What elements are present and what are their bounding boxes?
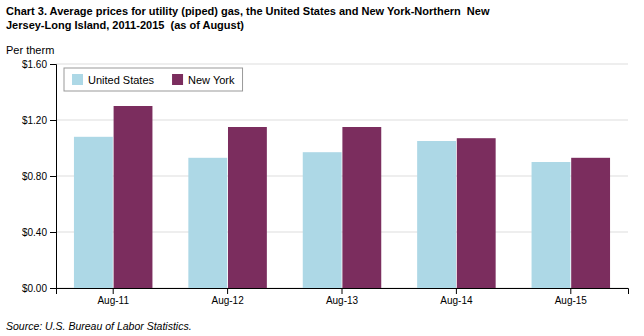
tick-label: Aug-12 (211, 295, 244, 306)
bar (532, 162, 571, 288)
bar (303, 152, 342, 288)
legend-box (64, 68, 243, 91)
tick: $0.00 (22, 283, 56, 294)
tick-label: Aug-15 (555, 295, 588, 306)
y-axis: $0.00 $0.40 $0.80 $1.20 $1.60 (22, 59, 57, 294)
legend-item: United States (72, 74, 155, 86)
tick: $1.60 (22, 59, 56, 70)
tick-label: Aug-14 (440, 295, 473, 306)
tick-mark (227, 288, 228, 294)
tick-label: $0.80 (22, 171, 47, 182)
tick-mark (50, 64, 56, 65)
axis-line (57, 289, 629, 295)
tick-label: $1.60 (22, 59, 47, 70)
axis-line (50, 65, 57, 289)
x-axis: Aug-11 Aug-12 Aug-13 Aug-14 Aug-15 (57, 288, 629, 306)
tick-mark (113, 288, 114, 294)
title: Chart 3. Average prices for utility (pip… (6, 5, 490, 31)
bar (342, 127, 381, 288)
tick-label: Aug-11 (97, 295, 129, 306)
tick: $1.20 (22, 115, 56, 126)
bar (571, 158, 610, 288)
series (114, 106, 610, 288)
tick: $0.40 (22, 227, 56, 238)
title-line: Chart 3. Average prices for utility (pip… (6, 5, 490, 17)
source: Source: U.S. Bureau of Labor Statistics. (6, 320, 192, 332)
grid (56, 64, 628, 288)
title-line: Jersey-Long Island, 2011-2015 (as of Aug… (6, 19, 244, 31)
legend-swatch (172, 74, 183, 85)
chart: Chart 3. Average prices for utility (pip… (0, 0, 644, 336)
legend-label: United States (88, 74, 155, 86)
tick: Aug-14 (440, 288, 473, 306)
tick-mark (50, 120, 56, 121)
tick-mark (50, 176, 56, 177)
tick-label: $0.40 (22, 227, 47, 238)
legend: United States New York (64, 68, 243, 91)
bar (114, 106, 153, 288)
tick: Aug-13 (326, 288, 359, 306)
legend-label: New York (188, 74, 235, 86)
bar (228, 127, 267, 288)
bar (74, 137, 113, 288)
tick: Aug-15 (555, 288, 588, 306)
grid-line (56, 64, 628, 65)
plot: $0.00$0.40$0.80$1.20$1.60Aug-11Aug-12Aug… (22, 59, 629, 306)
tick-mark (50, 288, 56, 289)
bars (74, 106, 610, 288)
bar (417, 141, 456, 288)
tick: $0.80 (22, 171, 56, 182)
tick-mark (50, 232, 56, 233)
y-label: Per therm (6, 44, 54, 56)
legend-item: New York (172, 74, 235, 86)
tick-label: $0.00 (22, 283, 47, 294)
tick: Aug-11 (97, 288, 129, 306)
tick-mark (570, 288, 571, 294)
tick-label: Aug-13 (326, 295, 359, 306)
bar (457, 138, 496, 288)
tick-label: $1.20 (22, 115, 47, 126)
tick: Aug-12 (211, 288, 244, 306)
legend-swatch (72, 74, 83, 85)
bar (188, 158, 227, 288)
tick-mark (342, 288, 343, 294)
tick-mark (456, 288, 457, 294)
